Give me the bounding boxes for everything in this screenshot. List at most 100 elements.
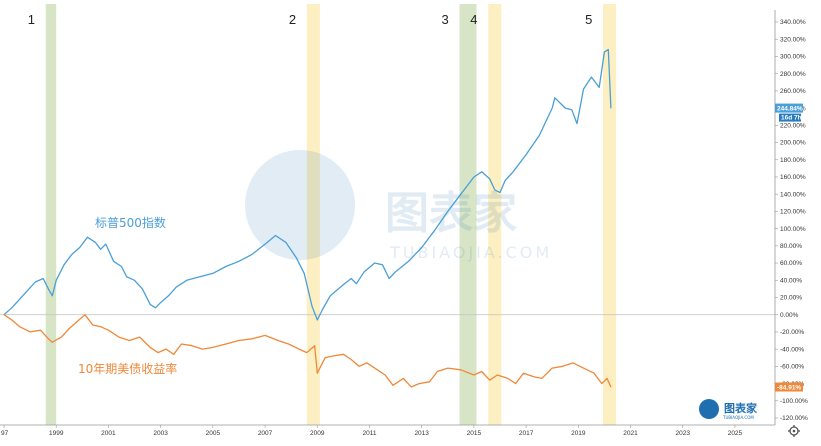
series-0-point	[350, 278, 352, 279]
series-0-point	[113, 260, 115, 262]
series-0-point	[264, 243, 266, 245]
series-0-point	[134, 279, 135, 281]
series-0-point	[388, 278, 390, 279]
band-label-2: 2	[289, 12, 296, 27]
last-value-label-0: 244.84%	[777, 105, 803, 112]
last-value-label-1: -84.91%	[777, 384, 801, 391]
series-1-point	[515, 383, 517, 384]
series-1-point	[374, 367, 376, 369]
y-tick-label: 200.00%	[780, 140, 806, 147]
y-tick-label: -120.00%	[780, 415, 808, 422]
series-0-point	[434, 229, 436, 231]
x-tick-label: 2017	[519, 430, 534, 437]
series-0-point	[473, 176, 475, 178]
series-1-point	[238, 340, 240, 341]
series-1-point	[358, 365, 360, 367]
series-0-point	[100, 248, 101, 250]
highlight-bands	[45, 4, 617, 425]
watermark-text: 图表家	[385, 188, 517, 239]
series-lines	[3, 48, 612, 388]
series-0-point	[105, 243, 107, 245]
series-1-point	[572, 362, 574, 364]
time-badge-label: 16d 7h	[781, 115, 802, 122]
series-0-point	[342, 284, 344, 285]
series-1-point	[366, 362, 368, 364]
series-1-point	[212, 347, 214, 348]
y-tick-label: 60.00%	[780, 260, 802, 267]
gear-icon[interactable]	[788, 425, 800, 437]
logo-text: 图表家	[724, 401, 758, 415]
series-1-point	[288, 343, 289, 345]
series-1-point	[562, 365, 564, 367]
series-0-point	[141, 288, 143, 290]
series-0-point	[374, 262, 376, 264]
y-tick-label: 160.00%	[780, 174, 806, 181]
x-tick-label: 2003	[153, 430, 168, 437]
series-0-point	[168, 295, 169, 297]
band-label-4: 4	[470, 12, 477, 27]
y-tick-label: -60.00%	[780, 364, 804, 371]
series-0-point	[604, 51, 605, 53]
series-0-point	[251, 254, 253, 255]
series-0-point	[481, 171, 483, 173]
x-tick-label: 2005	[206, 430, 221, 437]
y-tick-label: 100.00%	[780, 226, 806, 233]
series-0-point	[316, 319, 318, 321]
series-1-point	[149, 347, 151, 348]
series-line-1	[3, 314, 612, 388]
y-tick-label: 340.00%	[780, 19, 806, 26]
series-0-point	[590, 76, 592, 78]
time-badge	[779, 113, 801, 122]
series-0-point	[504, 180, 506, 181]
series-1-point	[68, 328, 70, 329]
y-tick-label: 320.00%	[780, 36, 806, 43]
series-1-point	[324, 357, 326, 359]
series-0-point	[538, 135, 540, 137]
logo-subtext: TUBIAOJIA.COM	[722, 415, 754, 420]
series-0-point	[598, 87, 600, 88]
series-0-point	[19, 298, 21, 300]
series-0-point	[27, 290, 28, 291]
series-0-point	[466, 185, 468, 186]
series-1-point	[225, 343, 227, 345]
band-label-1: 1	[28, 12, 35, 27]
series-1-point	[610, 386, 612, 388]
series-1-point	[264, 334, 266, 336]
band-3	[459, 4, 477, 425]
series-0-point	[382, 264, 383, 266]
series-0-point	[126, 276, 128, 278]
x-tick-label: 2023	[676, 430, 691, 437]
series-1-point	[29, 331, 31, 333]
logo: 图表家 TUBIAOJIA.COM	[699, 399, 758, 420]
series-1-point	[173, 353, 175, 355]
series-1-point	[473, 374, 475, 376]
series-0-point	[395, 271, 396, 273]
series-1-point	[481, 371, 483, 372]
band-1	[45, 4, 57, 425]
series-1-point	[11, 319, 13, 321]
series-1-point	[128, 340, 130, 341]
series-1-point	[306, 352, 308, 353]
logo-head-icon	[699, 399, 719, 419]
series-0-point	[149, 303, 151, 305]
series-0-point	[311, 305, 313, 307]
series-0-point	[225, 266, 227, 267]
y-tick-label: 280.00%	[780, 71, 806, 78]
series-1-point	[350, 359, 352, 360]
y-tick-label: 40.00%	[780, 277, 802, 284]
x-tick-label: 2015	[467, 430, 482, 437]
x-tick-label: 2011	[362, 430, 376, 437]
y-tick-label: -20.00%	[780, 329, 804, 336]
band-4	[488, 4, 502, 425]
series-0-point	[285, 241, 287, 243]
series-1-point	[523, 372, 524, 374]
series-1-point	[108, 329, 109, 331]
watermark: 图表家 TUBIAOJIA.COM	[245, 150, 549, 262]
series-1-point	[61, 336, 62, 338]
series-0-point	[63, 264, 65, 266]
series-0-point	[583, 88, 584, 90]
series-1-point	[19, 326, 21, 328]
x-tick-label: 97	[1, 430, 9, 437]
series-1-point	[541, 378, 543, 379]
series-label-treasury: 10年期美债收益率	[78, 361, 177, 376]
